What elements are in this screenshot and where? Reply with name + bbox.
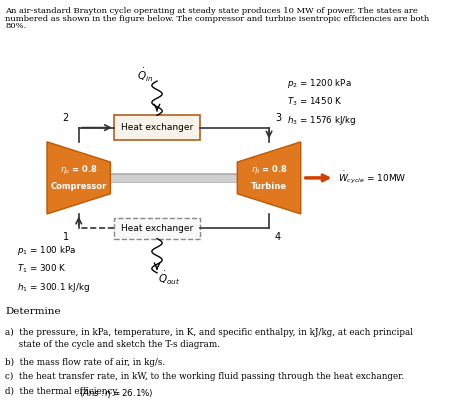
Text: $\eta_c$ = 0.8: $\eta_c$ = 0.8 <box>60 163 97 176</box>
Text: $p_1$ = 100 kPa
$T_1$ = 300 K
$h_1$ = 300.1 kJ/kg: $p_1$ = 100 kPa $T_1$ = 300 K $h_1$ = 30… <box>17 244 90 294</box>
Text: Heat exchanger: Heat exchanger <box>121 123 193 132</box>
Text: Heat exchanger: Heat exchanger <box>121 224 193 233</box>
Text: $p_2$ = 1200 kPa
$T_3$ = 1450 K
$h_3$ = 1576 kJ/kg: $p_2$ = 1200 kPa $T_3$ = 1450 K $h_3$ = … <box>287 77 356 127</box>
Text: $\dot{W}_{cycle}$ = 10MW: $\dot{W}_{cycle}$ = 10MW <box>338 170 407 186</box>
Text: Compressor: Compressor <box>51 182 107 191</box>
FancyBboxPatch shape <box>114 218 199 239</box>
Text: c)  the heat transfer rate, in kW, to the working fluid passing through the heat: c) the heat transfer rate, in kW, to the… <box>5 372 404 381</box>
Text: b)  the mass flow rate of air, in kg/s.: b) the mass flow rate of air, in kg/s. <box>5 358 165 367</box>
Text: $(Ans : \eta = 26.1\%)$: $(Ans : \eta = 26.1\%)$ <box>79 387 153 400</box>
Text: 3: 3 <box>275 113 281 123</box>
Text: An air-standard Brayton cycle operating at steady state produces 10 MW of power.: An air-standard Brayton cycle operating … <box>5 7 418 15</box>
Text: Turbine: Turbine <box>251 182 287 191</box>
Text: d)  the thermal efficiency.: d) the thermal efficiency. <box>5 387 119 396</box>
Text: $\eta_t$ = 0.8: $\eta_t$ = 0.8 <box>251 163 288 176</box>
Text: a)  the pressure, in kPa, temperature, in K, and specific enthalpy, in kJ/kg, at: a) the pressure, in kPa, temperature, in… <box>5 328 413 350</box>
Text: Determine: Determine <box>5 307 61 316</box>
Text: 4: 4 <box>275 232 281 242</box>
Text: $\dot{Q}_{in}$: $\dot{Q}_{in}$ <box>137 67 153 84</box>
Text: 2: 2 <box>62 113 69 123</box>
FancyBboxPatch shape <box>114 115 199 140</box>
Polygon shape <box>47 142 110 214</box>
Text: $\dot{Q}_{out}$: $\dot{Q}_{out}$ <box>158 270 180 287</box>
Text: numbered as shown in the figure below. The compressor and turbine isentropic eff: numbered as shown in the figure below. T… <box>5 15 430 23</box>
Text: 1: 1 <box>62 232 69 242</box>
Polygon shape <box>237 142 301 214</box>
Text: 80%.: 80%. <box>5 22 27 30</box>
